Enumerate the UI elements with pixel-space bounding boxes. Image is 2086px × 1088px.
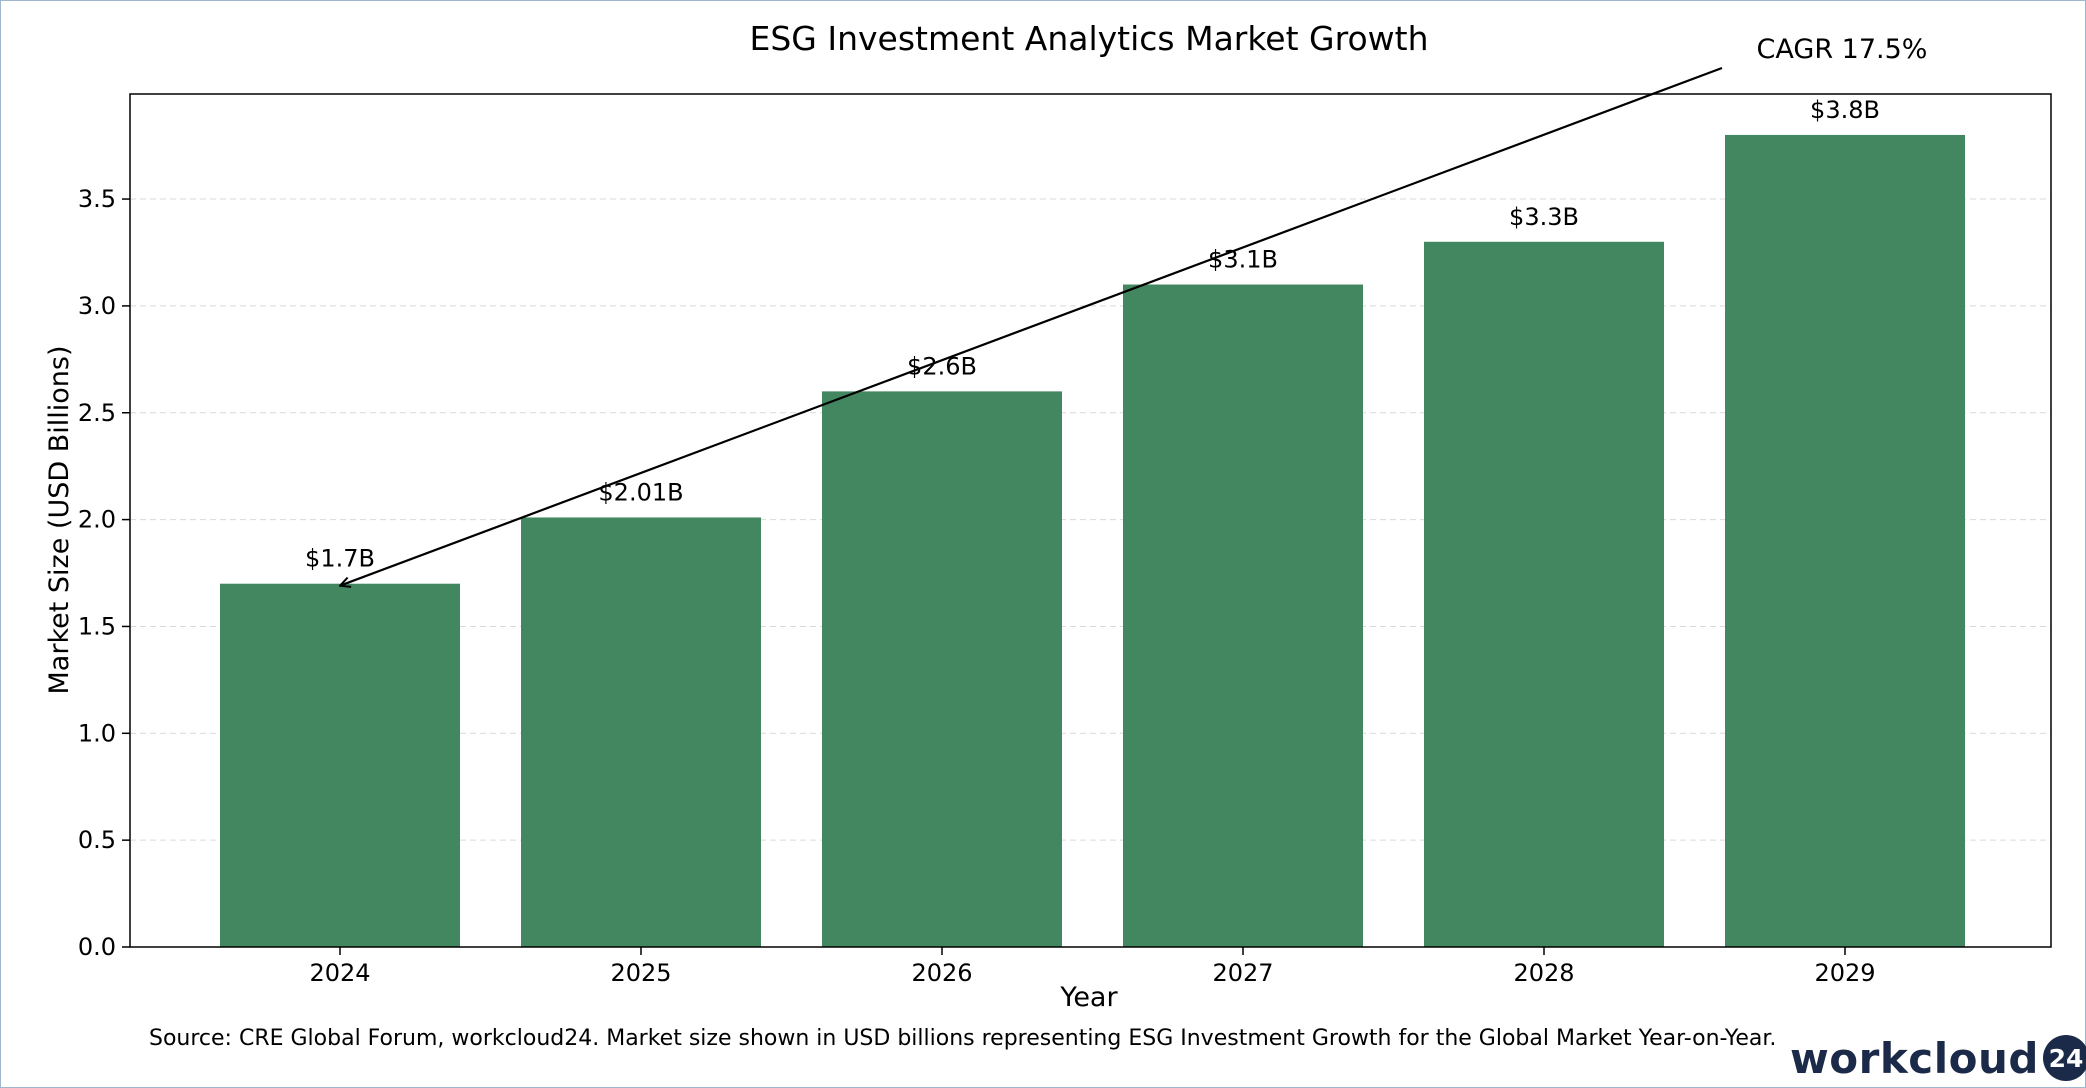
source-note: Source: CRE Global Forum, workcloud24. M… bbox=[149, 1026, 1777, 1051]
bar-data-label: $3.1B bbox=[1208, 246, 1278, 274]
x-axis-ticks: 2024 2025 2026 2027 2028 2029 bbox=[309, 947, 1876, 987]
bar-2028 bbox=[1424, 241, 1664, 948]
y-tick-label: 3.5 bbox=[78, 185, 116, 213]
chart-title: ESG Investment Analytics Market Growth bbox=[750, 19, 1429, 58]
bar-2027 bbox=[1123, 284, 1363, 947]
bar-2025 bbox=[521, 517, 761, 947]
bar-data-label: $3.3B bbox=[1509, 203, 1579, 231]
bar-data-label: $1.7B bbox=[305, 545, 375, 573]
x-tick-label: 2025 bbox=[610, 959, 671, 987]
x-tick-label: 2024 bbox=[309, 959, 370, 987]
bar-data-label: $3.8B bbox=[1810, 96, 1880, 124]
bar-2024 bbox=[220, 583, 460, 947]
x-axis-label: Year bbox=[1059, 982, 1118, 1013]
y-axis-ticks: 0.0 0.5 1.0 1.5 2.0 2.5 3.0 3.5 bbox=[78, 185, 130, 961]
plot-area-border bbox=[129, 93, 2052, 948]
y-axis-label: Market Size (USD Billions) bbox=[44, 346, 75, 695]
logo-badge-number: 24 bbox=[2049, 1044, 2084, 1073]
y-tick-label: 2.5 bbox=[78, 399, 116, 427]
y-tick-label: 1.5 bbox=[78, 612, 116, 640]
cagr-annotation: CAGR 17.5% bbox=[1757, 34, 1928, 65]
x-tick-label: 2029 bbox=[1814, 959, 1875, 987]
x-tick-label: 2027 bbox=[1212, 959, 1273, 987]
logo-badge: 24 bbox=[2041, 1033, 2086, 1083]
y-tick-label: 0.0 bbox=[78, 933, 116, 961]
logo-wordmark: workcloud bbox=[1790, 1033, 2039, 1083]
cagr-arrow bbox=[340, 66, 1723, 586]
x-tick-label: 2026 bbox=[911, 959, 972, 987]
y-tick-label: 2.0 bbox=[78, 506, 116, 534]
workcloud24-logo: workcloud 24 bbox=[1790, 1032, 2086, 1084]
bar-data-labels: $1.7B $2.01B $2.6B $3.1B $3.3B $3.8B bbox=[305, 96, 1880, 573]
y-tick-label: 3.0 bbox=[78, 292, 116, 320]
bar-2029 bbox=[1725, 134, 1965, 947]
y-tick-label: 0.5 bbox=[78, 826, 116, 854]
x-tick-label: 2028 bbox=[1513, 959, 1574, 987]
bar-data-label: $2.01B bbox=[598, 478, 683, 506]
bar-data-label: $2.6B bbox=[907, 352, 977, 380]
y-tick-label: 1.0 bbox=[78, 719, 116, 747]
bars bbox=[220, 134, 1965, 948]
bar-2026 bbox=[822, 391, 1062, 947]
